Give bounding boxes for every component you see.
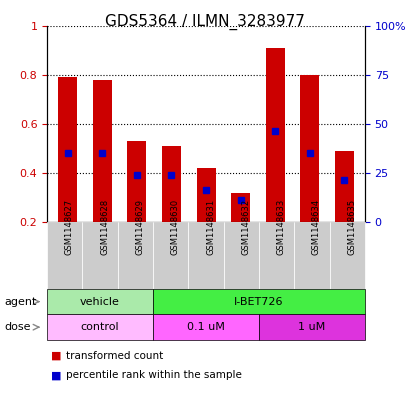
- Bar: [162, 146, 180, 222]
- Text: GSM1148635: GSM1148635: [346, 199, 355, 255]
- Text: percentile rank within the sample: percentile rank within the sample: [65, 370, 241, 380]
- Text: I-BET726: I-BET726: [234, 297, 283, 307]
- Bar: [58, 77, 77, 222]
- Text: GSM1148634: GSM1148634: [311, 199, 320, 255]
- Text: 1 uM: 1 uM: [298, 322, 325, 332]
- Text: GSM1148632: GSM1148632: [241, 199, 250, 255]
- Text: agent: agent: [4, 297, 36, 307]
- Bar: [127, 141, 146, 222]
- Text: GSM1148631: GSM1148631: [205, 199, 214, 255]
- Bar: [231, 193, 249, 222]
- Text: GSM1148630: GSM1148630: [170, 199, 179, 255]
- Text: GSM1148628: GSM1148628: [100, 199, 109, 255]
- Text: ■: ■: [51, 370, 62, 380]
- Bar: [196, 168, 215, 222]
- Text: 0.1 uM: 0.1 uM: [187, 322, 225, 332]
- Bar: [93, 79, 112, 222]
- Text: GSM1148627: GSM1148627: [65, 199, 74, 255]
- Text: control: control: [81, 322, 119, 332]
- Text: ■: ■: [51, 351, 62, 361]
- Text: dose: dose: [4, 322, 31, 332]
- Text: GSM1148629: GSM1148629: [135, 200, 144, 255]
- Bar: [334, 151, 353, 222]
- Text: vehicle: vehicle: [80, 297, 120, 307]
- Text: GDS5364 / ILMN_3283977: GDS5364 / ILMN_3283977: [105, 14, 304, 30]
- Text: GSM1148633: GSM1148633: [276, 199, 285, 255]
- Text: transformed count: transformed count: [65, 351, 162, 361]
- Bar: [265, 48, 284, 222]
- Bar: [299, 75, 318, 222]
